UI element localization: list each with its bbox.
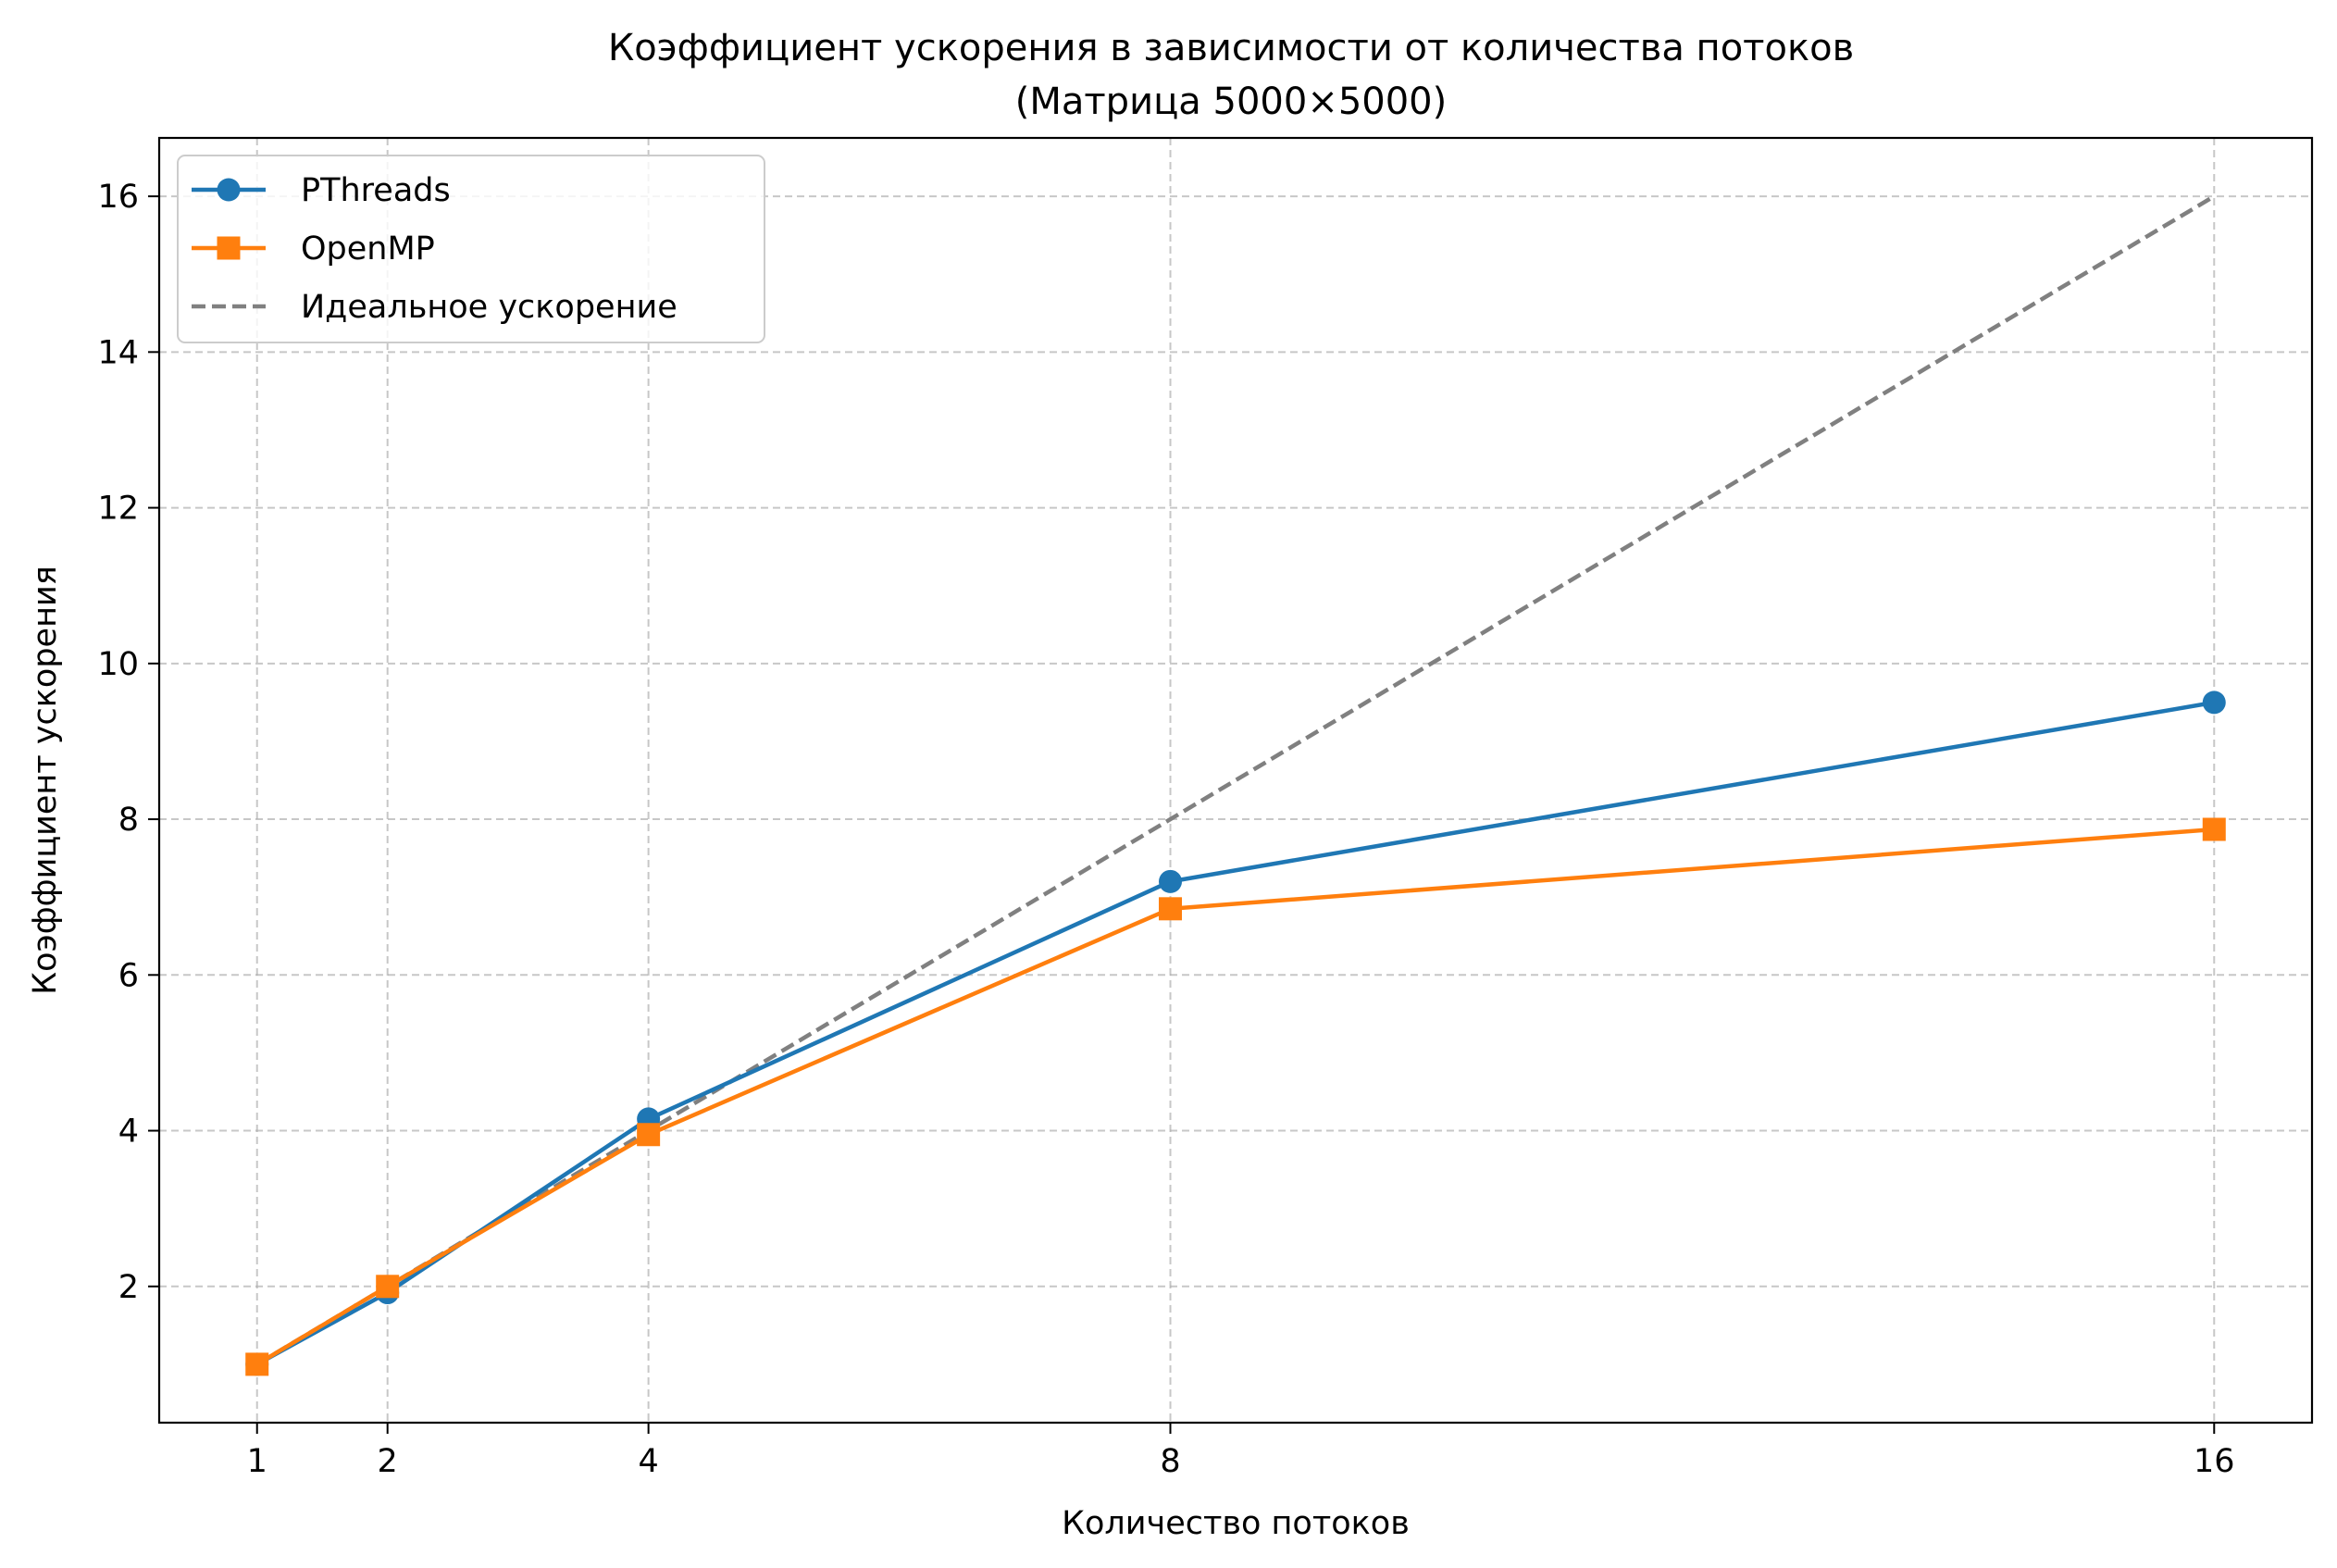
legend-box <box>177 155 765 343</box>
y-tick-label: 4 <box>118 1114 139 1151</box>
y-tick-label: 2 <box>118 1269 139 1306</box>
data-point-1 <box>1159 897 1183 921</box>
y-tick-label: 12 <box>97 491 139 528</box>
legend: PThreads OpenMP Идеальное ускорение <box>177 155 765 343</box>
x-tick-label: 1 <box>247 1443 267 1480</box>
legend-label-0: PThreads <box>301 172 451 209</box>
data-point-1 <box>637 1123 661 1147</box>
data-point-1 <box>376 1275 400 1299</box>
legend-label-2: Идеальное ускорение <box>301 289 677 326</box>
x-axis-label: Количество потоков <box>1062 1505 1410 1542</box>
y-tick-label: 14 <box>97 334 139 371</box>
data-point-0 <box>1159 869 1183 893</box>
legend-label-1: OpenMP <box>301 230 435 268</box>
y-tick-label: 6 <box>118 957 139 994</box>
plot-series <box>245 194 2226 1376</box>
x-tick-label: 8 <box>1160 1443 1180 1480</box>
x-tick-label: 4 <box>638 1443 658 1480</box>
data-point-1 <box>2202 817 2226 841</box>
chart-subtitle: (Матрица 5000×5000) <box>1015 81 1447 123</box>
legend-marker-1 <box>217 236 241 260</box>
data-point-1 <box>245 1352 269 1376</box>
x-tick-label: 16 <box>2194 1443 2235 1480</box>
y-axis-label: Коэффициент ускорения <box>27 566 64 995</box>
chart-title: Коэффициент ускорения в зависимости от к… <box>608 27 1854 69</box>
legend-marker-0 <box>217 178 241 202</box>
data-point-0 <box>2202 691 2226 715</box>
plot-frame <box>157 136 2314 1425</box>
y-tick-label: 10 <box>97 646 139 683</box>
x-tick-label: 2 <box>378 1443 398 1480</box>
y-tick-label: 16 <box>97 179 139 216</box>
grid-lines <box>159 138 2312 1423</box>
y-tick-label: 8 <box>118 802 139 839</box>
